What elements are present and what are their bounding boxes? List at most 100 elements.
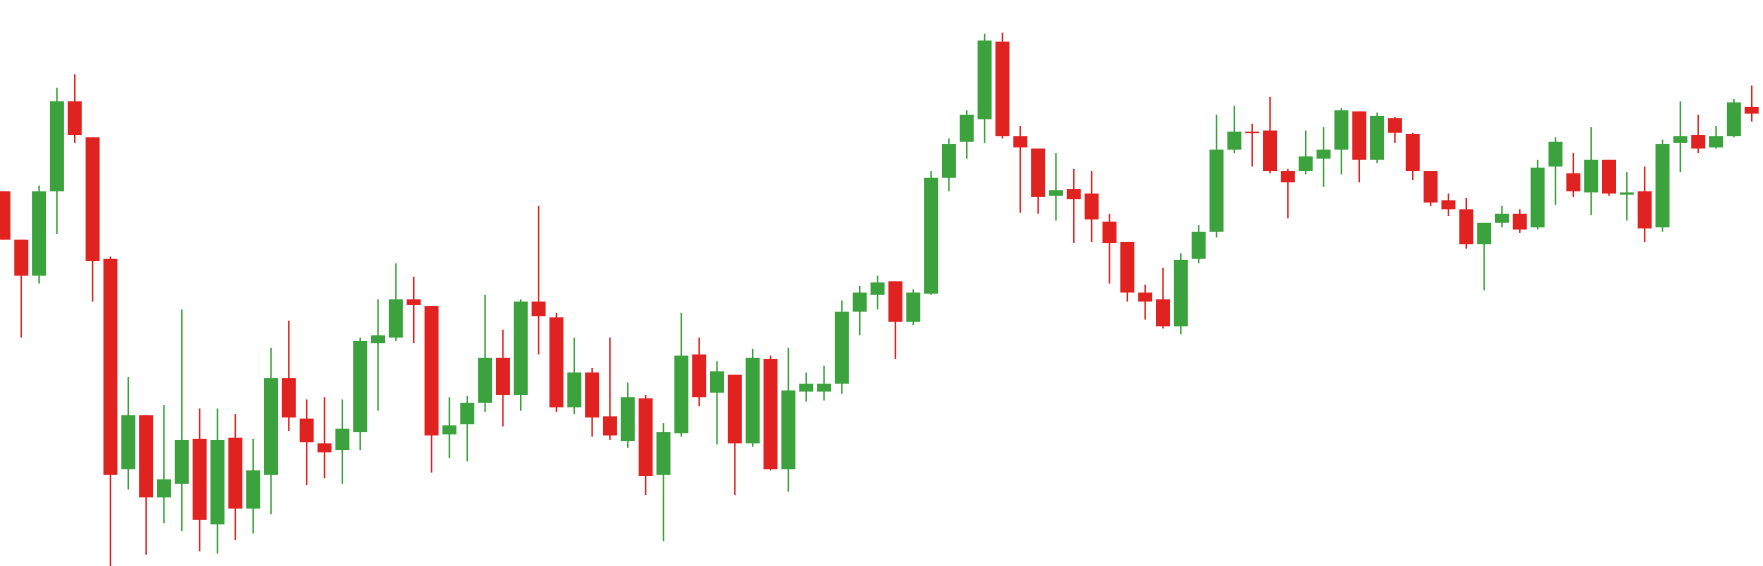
candle-body [1691, 135, 1706, 149]
candle-body [656, 432, 671, 475]
candle-body [924, 177, 939, 294]
candle [85, 137, 100, 302]
candle [799, 372, 814, 402]
candle [317, 397, 332, 479]
candle [156, 405, 171, 524]
candle-body [103, 258, 118, 475]
candle-body [264, 378, 278, 475]
candle-body [1280, 171, 1295, 183]
candle-body [870, 282, 885, 295]
candle-body [977, 40, 992, 120]
candle [1298, 130, 1313, 175]
candle [1494, 205, 1509, 228]
candle-body [495, 357, 510, 395]
candle [14, 239, 29, 338]
candle-body [1744, 106, 1759, 114]
candle [264, 347, 278, 515]
candle [1316, 127, 1331, 187]
candle [139, 415, 154, 555]
candle [0, 191, 11, 240]
candle-body [1120, 241, 1135, 293]
candle-body [1566, 173, 1581, 192]
candle-body [959, 114, 974, 142]
candle [817, 365, 832, 401]
candle-body [1370, 115, 1385, 160]
candle [1548, 137, 1563, 205]
candle-body [317, 443, 332, 453]
candle-body [817, 383, 832, 392]
candle [1726, 99, 1741, 138]
candle-body [763, 358, 778, 470]
candle-body [1084, 193, 1099, 220]
candle [246, 438, 261, 534]
candle-body [834, 311, 849, 384]
candle [103, 256, 118, 566]
candle-body [371, 335, 386, 344]
candle [371, 299, 386, 411]
candle [228, 414, 243, 541]
candle [478, 294, 493, 412]
candle [513, 299, 528, 411]
candle-body [210, 439, 225, 525]
candle-body [1619, 192, 1634, 195]
candle [67, 74, 82, 143]
candle [710, 361, 724, 445]
candle-body [139, 415, 154, 498]
candle [49, 87, 64, 235]
candle-body [442, 425, 457, 435]
candle [1031, 148, 1046, 214]
candle-body [781, 390, 796, 470]
candle-body [1655, 144, 1670, 228]
candle [1619, 172, 1634, 221]
candle-body [710, 371, 724, 393]
candle [1459, 198, 1474, 249]
candle-body [513, 301, 528, 395]
candle-body [692, 354, 707, 398]
candle-body [67, 101, 82, 136]
candle [602, 337, 617, 440]
candle [995, 32, 1010, 139]
candle [1013, 126, 1028, 213]
candle-body [1156, 299, 1170, 327]
candle [852, 285, 867, 336]
candle-body [1459, 209, 1474, 245]
candle-body [745, 357, 760, 444]
candle-body [228, 437, 243, 509]
candle-body [424, 306, 439, 436]
candle-body [674, 355, 689, 434]
candle [460, 396, 475, 462]
candle-body [995, 41, 1010, 137]
candle [32, 185, 47, 284]
candle [1477, 222, 1492, 291]
candle-body [281, 378, 296, 418]
candle [870, 275, 885, 310]
candle-body [1512, 213, 1527, 230]
candle [1655, 139, 1670, 232]
candle [941, 138, 956, 192]
candle-body [1048, 190, 1063, 196]
candle [727, 374, 742, 496]
candle [299, 399, 314, 485]
candle-body [478, 357, 493, 403]
candle-body [1673, 136, 1688, 143]
candle [1673, 101, 1688, 173]
candle [1102, 213, 1117, 284]
candle [531, 205, 546, 355]
candle [745, 348, 760, 447]
candle [674, 312, 689, 437]
candle [638, 394, 653, 496]
candle [781, 347, 796, 492]
candle-body [1494, 213, 1509, 223]
candle [692, 337, 707, 407]
candle-body [602, 416, 617, 436]
candle-body [156, 479, 171, 498]
candle-body [32, 191, 47, 276]
candle-body [567, 372, 582, 408]
candle-body [531, 301, 546, 317]
candle [549, 312, 564, 412]
candle [977, 33, 992, 143]
candle [1245, 123, 1260, 167]
candle-body [1334, 110, 1349, 150]
candle [121, 376, 136, 490]
